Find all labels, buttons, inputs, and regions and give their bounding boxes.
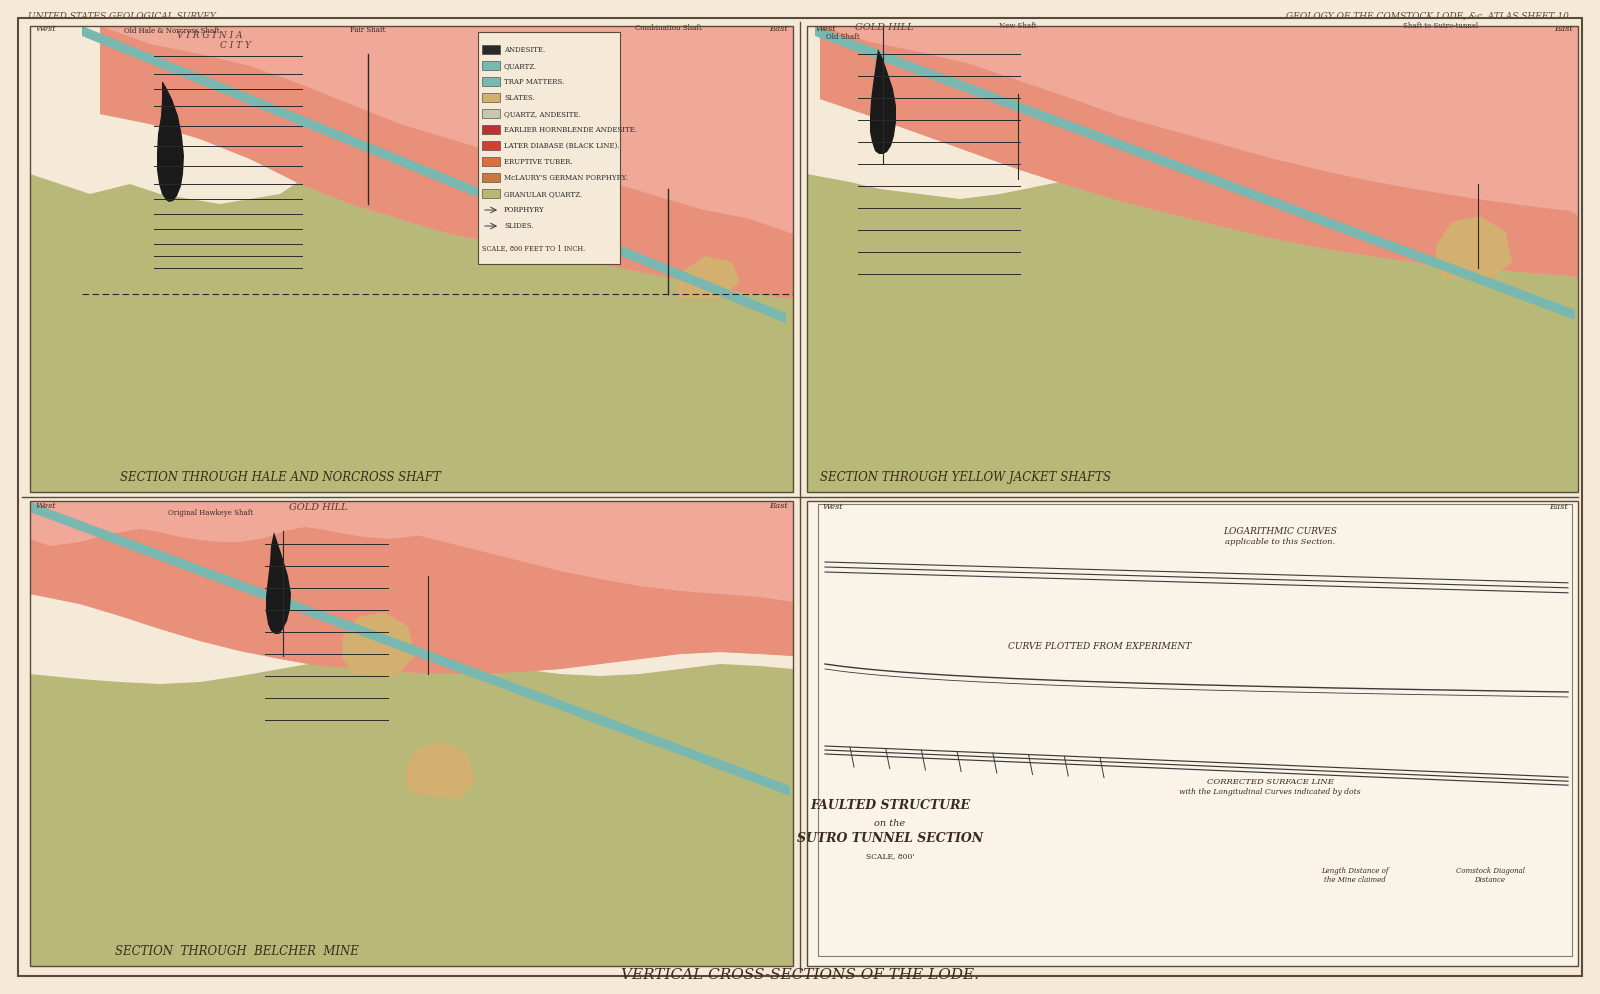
Bar bbox=[30, 26, 794, 492]
Text: with the Longitudinal Curves indicated by dots: with the Longitudinal Curves indicated b… bbox=[1179, 788, 1362, 796]
Text: West: West bbox=[814, 25, 835, 33]
Bar bbox=[482, 189, 499, 198]
Text: Old Hale & Norcross Shaft: Old Hale & Norcross Shaft bbox=[125, 27, 219, 35]
Bar bbox=[818, 504, 1571, 956]
Text: LATER DIABASE (BLACK LINE).: LATER DIABASE (BLACK LINE). bbox=[504, 142, 619, 150]
Text: Old Shaft: Old Shaft bbox=[826, 33, 859, 41]
Bar bbox=[30, 26, 794, 492]
Polygon shape bbox=[30, 129, 794, 492]
Polygon shape bbox=[157, 82, 184, 202]
Text: UNITED STATES GEOLOGICAL SURVEY.: UNITED STATES GEOLOGICAL SURVEY. bbox=[29, 12, 218, 21]
Polygon shape bbox=[814, 26, 1574, 320]
Bar bbox=[482, 173, 499, 182]
Bar bbox=[482, 93, 499, 102]
Text: SCALE, 800': SCALE, 800' bbox=[866, 852, 914, 860]
Text: McLAURY'S GERMAN PORPHYRY.: McLAURY'S GERMAN PORPHYRY. bbox=[504, 174, 627, 182]
Text: CURVE PLOTTED FROM EXPERIMENT: CURVE PLOTTED FROM EXPERIMENT bbox=[1008, 642, 1192, 651]
Polygon shape bbox=[30, 654, 794, 966]
Bar bbox=[806, 26, 1578, 492]
Text: CORRECTED SURFACE LINE: CORRECTED SURFACE LINE bbox=[1206, 778, 1333, 786]
Polygon shape bbox=[99, 26, 794, 299]
Text: East: East bbox=[1549, 503, 1568, 511]
Text: GEOLOGY OF THE COMSTOCK LODE, &c. ATLAS SHEET 10.: GEOLOGY OF THE COMSTOCK LODE, &c. ATLAS … bbox=[1286, 12, 1571, 21]
Bar bbox=[806, 501, 1578, 966]
Text: East: East bbox=[1554, 25, 1573, 33]
Text: C I T Y: C I T Y bbox=[219, 42, 251, 51]
Polygon shape bbox=[406, 742, 475, 799]
Bar bbox=[482, 141, 499, 150]
Text: QUARTZ.: QUARTZ. bbox=[504, 62, 538, 70]
Bar bbox=[482, 45, 499, 54]
Text: SLIDES.: SLIDES. bbox=[504, 222, 534, 230]
Text: Combination Shaft: Combination Shaft bbox=[635, 24, 701, 32]
Polygon shape bbox=[806, 156, 1578, 492]
Text: SECTION  THROUGH  BELCHER  MINE: SECTION THROUGH BELCHER MINE bbox=[115, 945, 358, 958]
Text: FAULTED STRUCTURE: FAULTED STRUCTURE bbox=[810, 799, 970, 812]
Text: SUTRO TUNNEL SECTION: SUTRO TUNNEL SECTION bbox=[797, 832, 982, 845]
Text: Comstock Diagonal
Distance: Comstock Diagonal Distance bbox=[1456, 867, 1525, 884]
Polygon shape bbox=[1434, 216, 1512, 278]
Text: SCALE, 800 FEET TO 1 INCH.: SCALE, 800 FEET TO 1 INCH. bbox=[482, 244, 586, 252]
Text: East: East bbox=[770, 25, 787, 33]
Text: SECTION THROUGH HALE AND NORCROSS SHAFT: SECTION THROUGH HALE AND NORCROSS SHAFT bbox=[120, 471, 442, 484]
Bar bbox=[482, 157, 499, 166]
Text: V I R G I N I A: V I R G I N I A bbox=[178, 32, 243, 41]
Text: PORPHYRY: PORPHYRY bbox=[504, 206, 544, 214]
Text: on the: on the bbox=[875, 819, 906, 828]
Text: VERTICAL CROSS-SECTIONS OF THE LODE.: VERTICAL CROSS-SECTIONS OF THE LODE. bbox=[621, 968, 979, 982]
Text: Fair Shaft: Fair Shaft bbox=[350, 26, 386, 34]
Text: GOLD HILL: GOLD HILL bbox=[854, 23, 914, 32]
Text: ANDESITE.: ANDESITE. bbox=[504, 46, 546, 54]
Polygon shape bbox=[266, 532, 291, 634]
Polygon shape bbox=[99, 26, 794, 299]
Polygon shape bbox=[870, 49, 896, 154]
Bar bbox=[482, 61, 499, 70]
Polygon shape bbox=[342, 612, 414, 676]
Text: SECTION THROUGH YELLOW JACKET SHAFTS: SECTION THROUGH YELLOW JACKET SHAFTS bbox=[819, 471, 1110, 484]
Polygon shape bbox=[30, 501, 794, 546]
Text: West: West bbox=[35, 25, 56, 33]
Bar bbox=[482, 109, 499, 118]
Text: EARLIER HORNBLENDE ANDESITE.: EARLIER HORNBLENDE ANDESITE. bbox=[504, 126, 637, 134]
Text: TRAP MATTERS.: TRAP MATTERS. bbox=[504, 78, 565, 86]
Bar bbox=[30, 501, 794, 966]
Polygon shape bbox=[82, 26, 786, 323]
Bar bbox=[478, 32, 621, 264]
Polygon shape bbox=[30, 501, 794, 674]
Text: East: East bbox=[770, 502, 787, 510]
Text: GRANULAR QUARTZ.: GRANULAR QUARTZ. bbox=[504, 190, 582, 198]
Text: QUARTZ, ANDESITE.: QUARTZ, ANDESITE. bbox=[504, 110, 581, 118]
Text: West: West bbox=[35, 502, 56, 510]
Text: LOGARITHMIC CURVES: LOGARITHMIC CURVES bbox=[1222, 527, 1338, 536]
Polygon shape bbox=[819, 26, 1578, 278]
Text: Original Hawkeye Shaft: Original Hawkeye Shaft bbox=[168, 509, 253, 517]
Bar bbox=[482, 125, 499, 134]
Text: Length Distance of
the Mine claimed: Length Distance of the Mine claimed bbox=[1322, 867, 1389, 884]
Text: SLATES.: SLATES. bbox=[504, 94, 534, 102]
Text: West: West bbox=[822, 503, 843, 511]
Polygon shape bbox=[30, 502, 790, 796]
Polygon shape bbox=[819, 26, 1578, 278]
Bar bbox=[806, 501, 1578, 966]
Text: ERUPTIVE TUBER.: ERUPTIVE TUBER. bbox=[504, 158, 573, 166]
Bar bbox=[482, 77, 499, 86]
Polygon shape bbox=[30, 501, 794, 674]
Text: applicable to this Section.: applicable to this Section. bbox=[1226, 538, 1334, 546]
Text: Shaft to Sutro-tunnel: Shaft to Sutro-tunnel bbox=[1403, 22, 1478, 30]
Text: New Shaft: New Shaft bbox=[1000, 22, 1037, 30]
Bar bbox=[806, 26, 1578, 492]
Text: GOLD HILL: GOLD HILL bbox=[288, 503, 347, 512]
Bar bbox=[30, 501, 794, 966]
Polygon shape bbox=[675, 256, 739, 299]
